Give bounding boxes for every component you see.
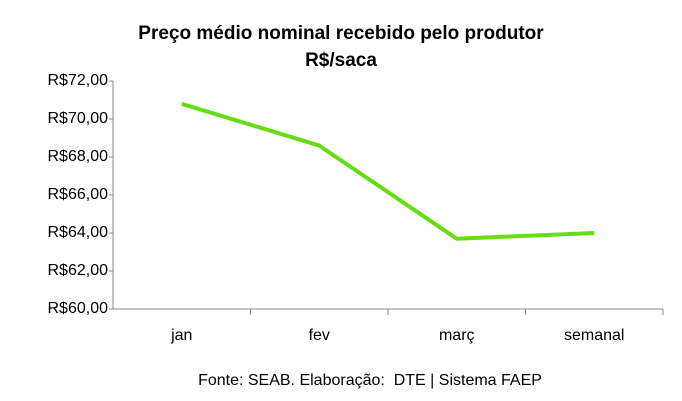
y-tick-label: R$72,00: [48, 72, 109, 89]
x-tick-label: semanal: [564, 327, 624, 344]
y-tick-label: R$66,00: [48, 186, 109, 203]
source-note: Fonte: SEAB. Elaboração: DTE | Sistema F…: [198, 372, 542, 389]
x-tick-label: jan: [170, 327, 192, 344]
y-tick-label: R$64,00: [48, 224, 109, 241]
x-tick-label: març: [439, 327, 475, 344]
y-tick-label: R$70,00: [48, 110, 109, 127]
y-tick-label: R$68,00: [48, 148, 109, 165]
x-tick-label: fev: [309, 327, 330, 344]
y-tick-label: R$62,00: [48, 262, 109, 279]
line-series: [181, 101, 595, 241]
chart-title: Preço médio nominal recebido pelo produt…: [138, 23, 544, 44]
chart-subtitle: R$/saca: [305, 50, 377, 71]
y-tick-label: R$60,00: [48, 300, 109, 317]
